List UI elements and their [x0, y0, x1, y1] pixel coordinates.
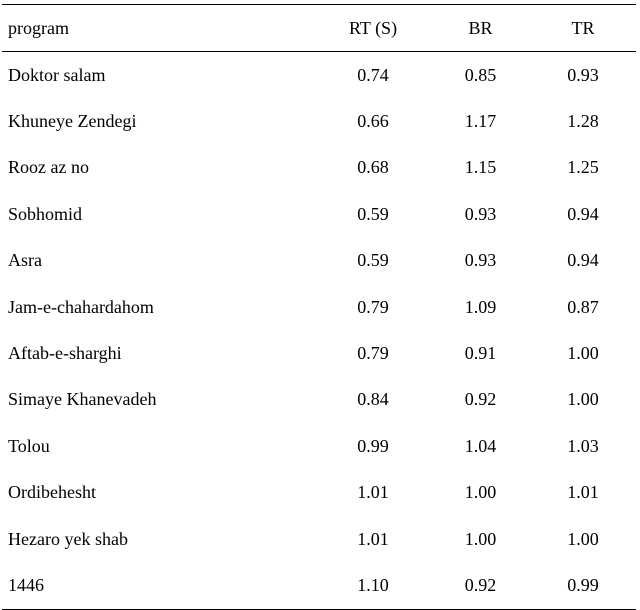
cell-tr: 1.00 [567, 389, 599, 410]
table-row: Aftab-e-sharghi 0.79 0.91 1.00 [2, 330, 636, 376]
column-header-tr: TR [571, 17, 595, 38]
table-header: program RT (S) BR TR [2, 4, 636, 52]
cell-rt: 0.66 [357, 111, 389, 132]
cell-rt: 0.59 [357, 250, 389, 271]
cell-rt: 1.01 [357, 528, 389, 549]
cell-program: Aftab-e-sharghi [8, 343, 122, 364]
cell-program: Rooz az no [8, 157, 89, 178]
cell-program: Tolou [8, 435, 50, 456]
cell-br: 0.92 [464, 389, 497, 410]
cell-br: 1.17 [464, 111, 497, 132]
cell-tr: 1.28 [567, 111, 599, 132]
cell-br: 0.91 [464, 343, 497, 364]
table-row: Ordibehesht 1.01 1.00 1.01 [2, 470, 636, 516]
data-table: program RT (S) BR TR Doktor salam 0.74 0.8… [2, 4, 636, 610]
cell-program: Simaye Khanevadeh [8, 389, 157, 410]
cell-br: 0.93 [464, 203, 497, 224]
cell-rt: 0.84 [357, 389, 389, 410]
cell-program: Asra [8, 250, 42, 271]
cell-tr: 1.25 [567, 157, 599, 178]
cell-program: Khuneye Zendegi [8, 111, 137, 132]
cell-tr: 1.00 [567, 528, 599, 549]
table-row: Simaye Khanevadeh 0.84 0.92 1.00 [2, 377, 636, 423]
cell-tr: 0.93 [567, 64, 599, 85]
cell-rt: 0.68 [357, 157, 389, 178]
cell-br: 0.85 [464, 64, 497, 85]
cell-rt: 0.59 [357, 203, 389, 224]
cell-tr: 1.00 [567, 343, 599, 364]
table-row: 1446 1.10 0.92 0.99 [2, 562, 636, 610]
table-row: Rooz az no 0.68 1.15 1.25 [2, 145, 636, 191]
cell-rt: 0.74 [357, 64, 389, 85]
cell-rt: 1.01 [357, 482, 389, 503]
cell-br: 1.04 [464, 435, 497, 456]
cell-tr: 0.94 [567, 203, 599, 224]
cell-br: 1.15 [464, 157, 497, 178]
table-row: Asra 0.59 0.93 0.94 [2, 238, 636, 284]
table-row: Doktor salam 0.74 0.85 0.93 [2, 52, 636, 99]
header-row: program RT (S) BR TR [2, 4, 636, 52]
cell-rt: 1.10 [357, 574, 389, 595]
cell-program: Ordibehesht [8, 482, 96, 503]
cell-tr: 0.87 [567, 296, 599, 317]
cell-tr: 0.99 [567, 574, 599, 595]
cell-program: Jam-e-chahardahom [8, 296, 154, 317]
table-row: Hezaro yek shab 1.01 1.00 1.00 [2, 516, 636, 562]
table-row: Khuneye Zendegi 0.66 1.17 1.28 [2, 98, 636, 144]
cell-tr: 0.94 [567, 250, 599, 271]
column-header-program: program [8, 17, 69, 38]
cell-tr: 1.03 [567, 435, 599, 456]
column-header-br: BR [468, 17, 493, 38]
cell-br: 1.09 [464, 296, 497, 317]
cell-program: Sobhomid [8, 203, 83, 224]
cell-tr: 1.01 [567, 482, 599, 503]
cell-rt: 0.79 [357, 343, 389, 364]
cell-rt: 0.79 [357, 296, 389, 317]
cell-br: 1.00 [464, 528, 497, 549]
table-row: Sobhomid 0.59 0.93 0.94 [2, 191, 636, 237]
table-row: Tolou 0.99 1.04 1.03 [2, 423, 636, 469]
cell-br: 0.92 [464, 574, 497, 595]
cell-program: Doktor salam [8, 64, 106, 85]
table-row: Jam-e-chahardahom 0.79 1.09 0.87 [2, 284, 636, 330]
cell-br: 1.00 [464, 482, 497, 503]
cell-program: Hezaro yek shab [8, 528, 128, 549]
column-header-rt: RT (S) [348, 17, 398, 38]
cell-br: 0.93 [464, 250, 497, 271]
cell-program: 1446 [8, 574, 44, 595]
table-body: Doktor salam 0.74 0.85 0.93 Khuneye Zendegi 0… [2, 52, 636, 610]
cell-rt: 0.99 [357, 435, 389, 456]
